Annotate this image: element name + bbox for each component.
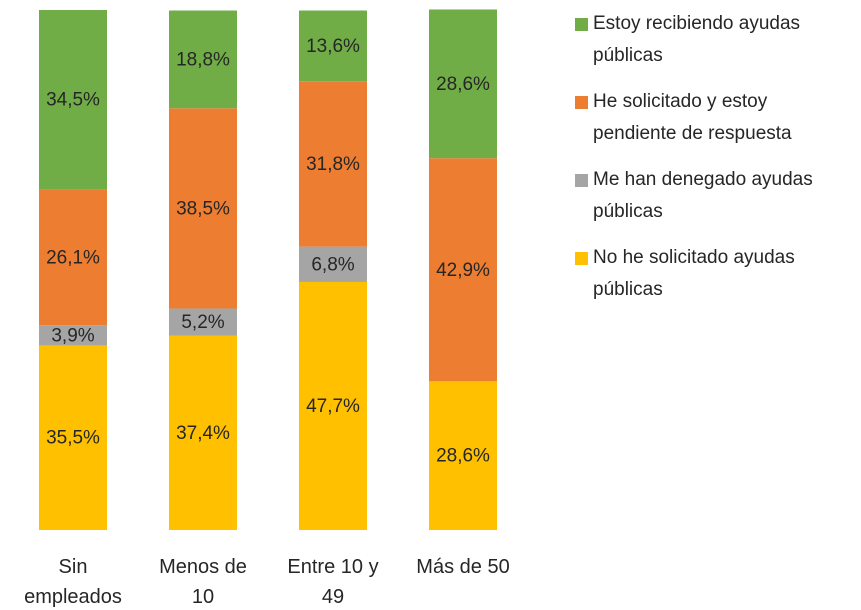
data-label: 42,9% — [436, 260, 490, 281]
data-label: 13,6% — [306, 36, 360, 57]
data-label: 18,8% — [176, 49, 230, 70]
legend-entry: Me han denegado ayudas públicas — [575, 164, 855, 234]
bar-segment — [39, 345, 107, 530]
bar-segment — [39, 325, 107, 346]
legend-entry: Estoy recibiendo ayudas públicas — [575, 8, 855, 78]
bar-segment — [169, 10, 237, 109]
bar-segment — [299, 10, 367, 82]
data-label: 28,6% — [436, 446, 490, 467]
legend-entry: No he solicitado ayudas públicas — [575, 242, 855, 312]
legend-swatch — [575, 18, 588, 31]
legend-label: No he solicitado ayudas públicas — [593, 247, 795, 300]
bar-segment — [429, 381, 497, 530]
legend-entry: He solicitado y estoy pendiente de respu… — [575, 86, 855, 156]
bar-segment — [429, 158, 497, 382]
data-label: 28,6% — [436, 74, 490, 95]
legend-swatch — [575, 252, 588, 265]
bar-segment — [39, 189, 107, 326]
x-tick-label: Sin empleados — [24, 556, 122, 608]
data-label: 5,2% — [181, 312, 224, 333]
bar-segment — [299, 81, 367, 247]
legend-label: Me han denegado ayudas públicas — [593, 169, 813, 222]
bar-segment — [429, 9, 497, 159]
legend-label: He solicitado y estoy pendiente de respu… — [593, 91, 792, 144]
legend-label: Estoy recibiendo ayudas públicas — [593, 13, 801, 66]
data-label: 37,4% — [176, 423, 230, 444]
legend-swatch — [575, 96, 588, 109]
x-tick-label: Más de 50 — [416, 556, 510, 578]
bar-segment — [299, 281, 367, 530]
bar-segment — [39, 10, 107, 190]
bar-segment — [299, 246, 367, 282]
data-label: 31,8% — [306, 154, 360, 175]
bar-segment — [169, 108, 237, 309]
data-label: 34,5% — [46, 90, 100, 111]
data-label: 6,8% — [311, 254, 354, 275]
legend-swatch — [575, 174, 588, 187]
bar-segment — [169, 308, 237, 336]
data-label: 35,5% — [46, 428, 100, 449]
bar-segment — [169, 335, 237, 530]
x-tick-label: Entre 10 y 49 — [287, 556, 379, 608]
data-label: 47,7% — [306, 396, 360, 417]
data-label: 3,9% — [51, 325, 94, 346]
data-label: 26,1% — [46, 247, 100, 268]
data-label: 38,5% — [176, 198, 230, 219]
x-tick-label: Menos de 10 — [159, 556, 247, 608]
